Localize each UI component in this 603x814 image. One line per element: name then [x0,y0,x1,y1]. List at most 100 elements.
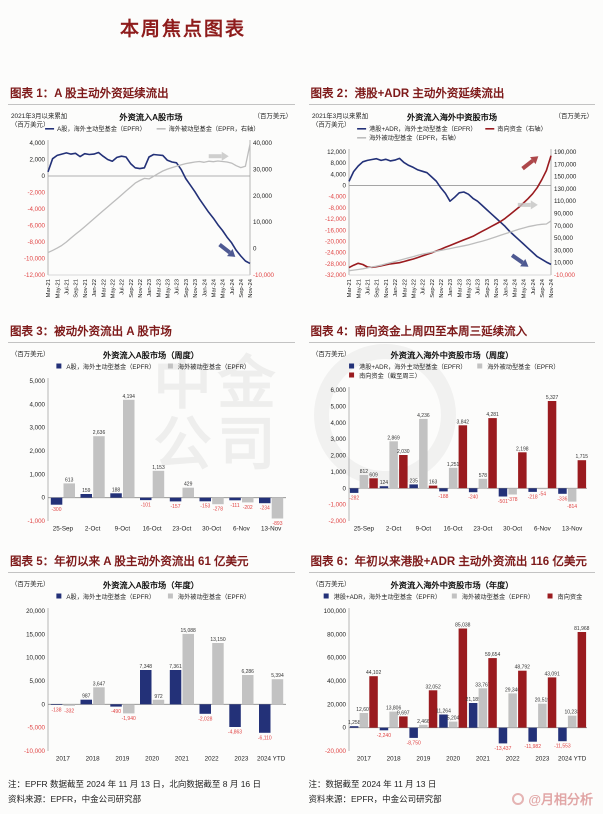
bar-value-label: -111 [230,503,239,509]
x-tick: Jul-24 [230,278,236,295]
y-tick-left: 4,000 [330,171,346,178]
moon-icon [512,792,525,805]
bar-value-label: 3,842 [456,419,469,425]
bar [212,643,224,705]
y-tick-right: -10,000 [253,272,275,279]
bar-value-label: 33,767 [475,682,491,688]
bar-value-label: -332 [64,708,74,714]
y-tick-right: 130,000 [554,186,577,193]
y-tick-left: -16,000 [325,227,347,234]
unit-label-right: （百万美元） [554,111,592,120]
bar [368,676,378,728]
y-tick-left: -10,000 [24,256,46,263]
bar-value-label: 812 [359,469,368,475]
bar [428,690,437,728]
line-series [47,144,251,254]
x-tick: Nov-22 [439,279,445,298]
bar [229,497,241,501]
bar [398,455,408,489]
bar [242,497,254,503]
x-tick: 13-Nov [261,526,282,533]
x-tick: Sep-21 [74,279,80,298]
x-tick: 16-Oct [143,526,162,533]
bar [418,418,428,489]
y-tick-left: 4,000 [330,420,346,427]
bar [50,497,63,505]
line-series [347,157,551,266]
bar-value-label: 1,251 [446,462,459,468]
chart-panel-2: 图表 2：港股+ADR 主动外资延续流出 2021年3月以来累加 （百万美元） （百… [308,85,595,307]
legend-marker [56,363,62,369]
unit-label-right: （百万美元） [254,111,292,120]
bar [199,704,211,714]
x-tick: Nov-24 [248,278,254,297]
y-tick-left: 2,000 [30,448,46,455]
bar [271,679,284,705]
bar [212,497,224,505]
y-tick-left: 0 [342,725,346,732]
x-tick: 9-Oct [115,526,131,533]
bar [169,497,182,502]
y-tick-left: 2,000 [330,453,346,460]
bar-value-label: -6,110 [258,735,272,741]
legend-label: A股，海外主动型基金（EPFR） [57,125,146,133]
bar [123,399,135,498]
bar-value-label: 5,394 [271,673,284,679]
bar [557,727,567,742]
x-tick: 25-Sep [353,526,374,533]
trend-arrow-icon [510,253,528,267]
x-tick: Nov-21 [83,279,89,298]
chart-5-header: 图表 5：年初以来 A 股主动外资流出 61 亿美元 [8,553,295,573]
bar-value-label: 6,286 [241,669,254,675]
legend-label: 南向资金 [557,593,583,601]
x-tick: 2023 [535,756,550,763]
x-tick: Mar-24 [211,278,217,297]
x-tick: Jul-23 [475,279,481,295]
legend-label: A股，海外主动型基金（EPFR） [66,363,155,371]
x-tick: 2023 [234,756,249,763]
bar [93,436,105,498]
x-tick: Jul-22 [120,279,126,295]
bar-value-label: -893 [272,521,282,527]
x-tick: Jul-21 [65,279,71,295]
unit-label-left: 2021年3月以来累加 [11,111,67,120]
bar [50,704,63,705]
bar [547,677,556,728]
y-tick-right: 30,000 [253,166,272,173]
x-tick: 2-Oct [85,526,101,533]
x-tick: Nov-23 [494,279,500,298]
chart-4-header: 图表 4：南向资金上周四至本周三延续流入 [308,323,595,343]
chart-3-header: 图表 3：被动外资流出 A 股市场 [8,323,295,343]
legend-marker [476,363,482,369]
bar-value-label: -234 [260,506,270,512]
bar [379,727,388,731]
bar-value-label: 85,038 [455,623,471,629]
trend-arrow-icon [208,151,229,161]
chart-2-header: 图表 2：港股+ADR 主动外资延续流出 [308,85,595,105]
footnote-right: 注：数据截至 2024 年 11 月 13 日 资料来源：EPFR，中金公司研究… [309,777,596,807]
y-tick-left: 10,000 [26,655,45,662]
bar-value-label: 3,647 [93,681,106,687]
legend-marker [167,363,173,369]
bar [63,483,75,498]
line-series [348,155,552,269]
y-tick-left: 1,000 [30,471,46,478]
x-tick: Jan-23 [147,279,153,297]
chart-panel-3: 图表 3：被动外资流出 A 股市场 （百万美元） 外资流入A股市场（周度） A股，海… [8,323,295,537]
bar [110,493,122,498]
legend-label: 港股+ADR，海外主动型基金（EPFR） [359,363,466,371]
x-tick: 2-Oct [385,526,401,533]
y-tick-left: -8,000 [328,205,346,212]
chart-panel-6: 图表 6：年初以来港股+ADR 主动外资流出 116 亿美元 （百万美元） 外资流… [308,553,595,767]
bar [140,497,152,501]
bar-value-label: 2,030 [397,449,410,455]
y-tick-left: 5,000 [330,403,346,410]
x-tick: Sep-23 [184,279,190,298]
trend-arrow-icon [218,242,236,257]
legend-marker [323,593,329,599]
bar-value-label: 2,198 [516,446,529,452]
report-page: { "page": { "title": "本周焦点图表", "watermar… [0,14,603,814]
line-series [47,151,251,265]
bar-value-label: 1,153 [152,465,165,471]
y-tick-left: 80,000 [327,631,346,638]
